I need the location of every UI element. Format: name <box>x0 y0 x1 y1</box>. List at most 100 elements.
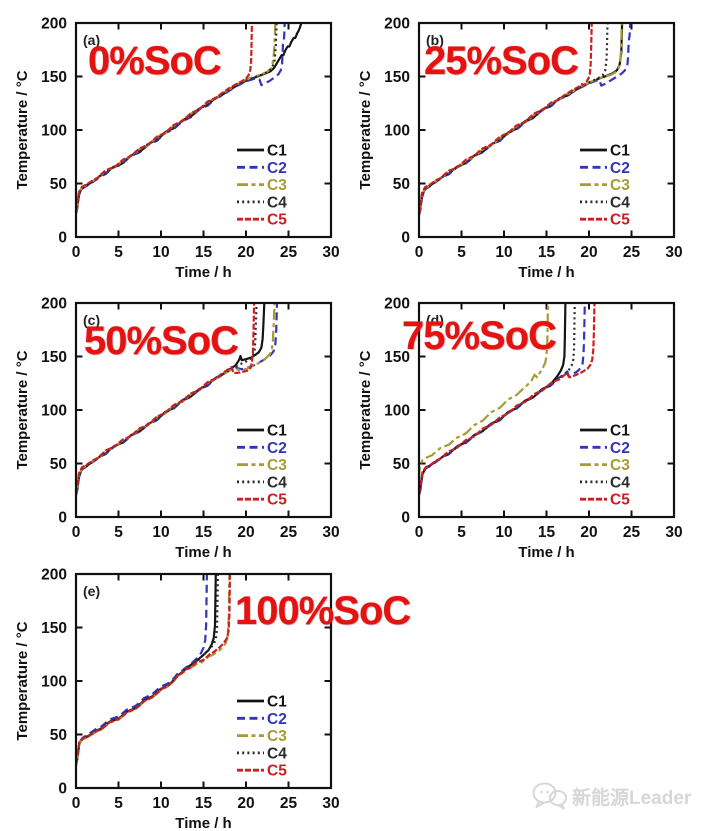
legend-label-C4: C4 <box>267 745 287 762</box>
panel-letter: (b) <box>426 32 444 48</box>
subplot-c: 0 5 10 15 20 25 30 0 50 100 150 200 Time / h Temperat… <box>0 280 352 561</box>
y-tick-label: 0 <box>401 510 410 527</box>
y-tick-label: 0 <box>58 230 67 247</box>
x-tick-label: 30 <box>322 524 339 541</box>
x-tick-label: 5 <box>457 524 466 541</box>
y-axis-label: Temperature / °C <box>14 350 31 469</box>
y-tick-label: 0 <box>401 230 410 247</box>
y-tick-label: 100 <box>384 403 410 420</box>
y-tick-label: 150 <box>384 349 410 366</box>
legend-label-C5: C5 <box>267 212 287 229</box>
series-line-C1 <box>76 573 217 765</box>
x-axis-label: Time / h <box>175 544 231 560</box>
y-tick-label: 200 <box>384 296 410 313</box>
x-tick-label: 15 <box>195 244 213 261</box>
series-line-C2 <box>76 573 208 766</box>
y-tick-label: 200 <box>41 567 67 584</box>
legend-label-C2: C2 <box>267 440 287 457</box>
x-tick-label: 20 <box>237 244 254 261</box>
soc-label-0pct: 0%SoC <box>88 39 222 83</box>
x-axis-label: Time / h <box>518 544 574 560</box>
x-tick-label: 25 <box>280 795 298 812</box>
x-tick-label: 15 <box>195 795 213 812</box>
legend-label-C5: C5 <box>267 763 287 780</box>
legend-label-C5: C5 <box>610 212 630 229</box>
x-tick-label: 30 <box>665 524 682 541</box>
plot-frame <box>74 21 333 239</box>
y-axis-label: Temperature / °C <box>14 621 31 740</box>
y-tick-label: 50 <box>50 727 67 744</box>
x-tick-label: 0 <box>415 244 424 261</box>
legend-label-C4: C4 <box>610 474 630 491</box>
series-line-C5 <box>76 22 253 212</box>
soc-label-25pct: 25%SoC <box>424 39 579 83</box>
y-tick-label: 150 <box>41 620 67 637</box>
y-tick-label: 50 <box>50 176 67 193</box>
legend-label-C4: C4 <box>267 194 287 211</box>
y-tick-label: 50 <box>393 176 410 193</box>
subplot-a-canvas: 0 5 10 15 20 25 30 0 50 100 150 200 Time / h Temperat… <box>14 16 340 281</box>
x-tick-label: 20 <box>580 524 597 541</box>
y-tick-label: 150 <box>384 69 410 86</box>
y-tick-label: 50 <box>393 456 410 473</box>
legend-label-C2: C2 <box>610 440 630 457</box>
watermark: 新能源Leader <box>531 781 691 811</box>
subplot-e-canvas: 0 5 10 15 20 25 30 0 50 100 150 200 Time / h Temperat… <box>14 567 340 831</box>
subplot-b-canvas: 0 5 10 15 20 25 30 0 50 100 150 200 Time / h Temperat… <box>357 16 683 281</box>
legend-label-C1: C1 <box>610 423 630 440</box>
legend-label-C4: C4 <box>267 474 287 491</box>
y-axis-label: Temperature / °C <box>357 70 374 189</box>
y-tick-label: 100 <box>41 123 67 140</box>
y-tick-label: 0 <box>58 510 67 527</box>
soc-label-100pct: 100%SoC <box>235 589 411 633</box>
watermark-text: 新能源Leader <box>572 787 692 809</box>
series-line-C3 <box>419 302 550 478</box>
legend-label-C4: C4 <box>610 194 630 211</box>
x-tick-label: 0 <box>415 524 424 541</box>
y-tick-label: 150 <box>41 69 67 86</box>
x-tick-label: 30 <box>665 244 682 261</box>
x-tick-label: 20 <box>237 795 254 812</box>
soc-label-50pct: 50%SoC <box>84 319 239 363</box>
series-line-C5 <box>419 22 593 214</box>
legend-label-C1: C1 <box>267 143 287 160</box>
x-tick-label: 5 <box>114 795 123 812</box>
panel-letter: (d) <box>426 312 444 328</box>
subplot-b: 0 5 10 15 20 25 30 0 50 100 150 200 Time / h Temperat… <box>343 0 695 281</box>
subplot-a: 0 5 10 15 20 25 30 0 50 100 150 200 Time / h Temperat… <box>0 0 352 281</box>
x-tick-label: 15 <box>538 244 556 261</box>
soc-label-75pct: 75%SoC <box>402 314 557 358</box>
x-tick-label: 0 <box>72 524 81 541</box>
legend-label-C2: C2 <box>267 711 287 728</box>
legend-label-C1: C1 <box>610 143 630 160</box>
legend-label-C5: C5 <box>267 492 287 509</box>
legend-label-C3: C3 <box>267 728 287 745</box>
series-line-C4 <box>76 573 219 766</box>
subplot-d-canvas: 0 5 10 15 20 25 30 0 50 100 150 200 Time / h Temperat… <box>357 296 683 561</box>
plot-frame <box>417 301 676 519</box>
y-tick-label: 50 <box>50 456 67 473</box>
legend-label-C1: C1 <box>267 423 287 440</box>
legend-label-C1: C1 <box>267 694 287 711</box>
x-tick-label: 10 <box>495 524 512 541</box>
x-tick-label: 25 <box>280 524 298 541</box>
y-axis-label: Temperature / °C <box>357 350 374 469</box>
series-line-C5 <box>419 302 596 494</box>
x-tick-label: 20 <box>580 244 597 261</box>
x-tick-label: 0 <box>72 795 81 812</box>
legend-label-C5: C5 <box>610 492 630 509</box>
legend-label-C3: C3 <box>610 457 630 474</box>
series-line-C5 <box>76 573 232 764</box>
x-tick-label: 10 <box>152 524 169 541</box>
plot-frame <box>417 21 676 239</box>
x-tick-label: 5 <box>114 244 123 261</box>
x-tick-label: 25 <box>623 244 641 261</box>
x-tick-label: 25 <box>280 244 298 261</box>
panel-letter: (c) <box>83 312 100 328</box>
x-axis-label: Time / h <box>175 815 231 831</box>
subplot-c-canvas: 0 5 10 15 20 25 30 0 50 100 150 200 Time / h Temperat… <box>14 296 340 561</box>
